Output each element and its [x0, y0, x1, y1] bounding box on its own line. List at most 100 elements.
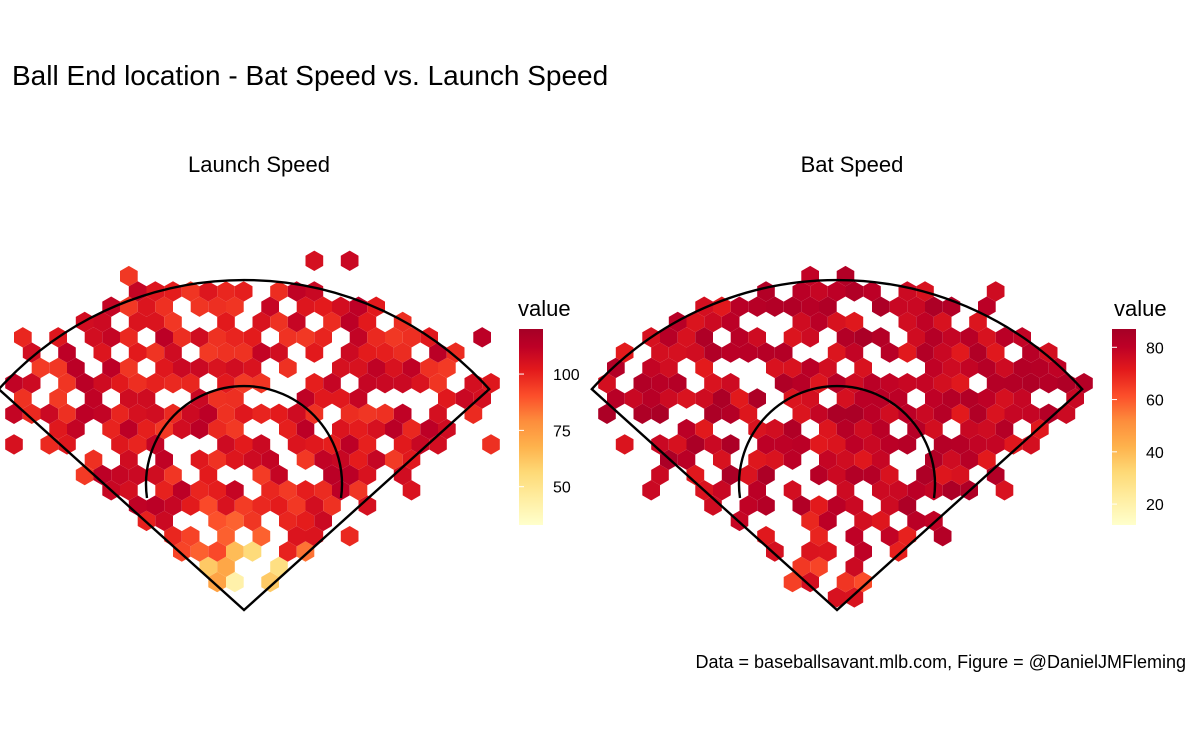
chart-title: Ball End location - Bat Speed vs. Launch…: [12, 60, 609, 91]
hex-bin: [721, 373, 740, 394]
outfield-boundary: [590, 278, 1084, 612]
hex-bin: [367, 449, 385, 470]
hex-bin: [181, 281, 200, 302]
hex-bin: [252, 342, 271, 363]
hex-bin: [208, 510, 226, 532]
hex-bin: [933, 434, 952, 455]
hex-bin: [615, 434, 634, 455]
hex-bin: [323, 464, 341, 486]
hex-bin: [217, 311, 235, 333]
hex-bin: [287, 311, 306, 333]
hex-bin: [951, 342, 970, 363]
hex-bin: [411, 373, 430, 394]
hex-bin: [686, 434, 705, 455]
colorbar-tick-label: 100: [553, 367, 580, 384]
hex-bin: [376, 342, 394, 363]
hex-bin: [942, 388, 961, 409]
hex-bin: [164, 373, 182, 394]
hex-bin: [393, 342, 412, 363]
hex-bin: [146, 464, 165, 486]
outfield-boundary: [0, 278, 491, 612]
hex-bin: [190, 418, 209, 440]
hex-bin: [349, 357, 368, 379]
hex-bin: [217, 434, 235, 455]
hex-bin: [199, 403, 218, 424]
hex-bin: [916, 464, 934, 486]
hex-bin: [482, 434, 500, 455]
panel-title-launch-speed: Launch Speed: [188, 152, 330, 177]
hex-bin: [296, 418, 315, 440]
hex-bin: [880, 373, 899, 394]
hex-bin: [951, 434, 970, 455]
hex-bin: [607, 388, 625, 409]
hex-bin: [845, 587, 864, 608]
hex-bin: [942, 449, 961, 470]
hex-bin: [995, 418, 1014, 440]
hex-bin: [120, 480, 138, 501]
colorbar-tick-label: 20: [1146, 497, 1164, 514]
hex-bin: [907, 296, 925, 317]
hex-bin: [792, 495, 811, 516]
hex-bin: [111, 434, 129, 455]
colorbar-ticks-bat-speed: 20 40 60 80: [1112, 340, 1164, 514]
hex-bin: [642, 388, 660, 409]
field-outline-bat-speed: [590, 278, 1084, 612]
hex-layer-launch-speed: [5, 250, 500, 593]
hex-bin: [880, 526, 899, 547]
hex-bin: [173, 327, 191, 348]
hex-bin: [217, 281, 235, 302]
hex-bin: [22, 373, 41, 394]
hex-bin: [243, 541, 262, 562]
infield-arc: [737, 384, 937, 499]
hex-bin: [713, 480, 731, 501]
hex-bin: [234, 342, 253, 363]
hex-bin: [261, 480, 279, 501]
colorbar-bat-speed: [1112, 329, 1136, 525]
hex-bin: [660, 327, 678, 348]
hex-bin: [111, 373, 129, 394]
hex-bin: [880, 495, 899, 516]
hex-bin: [686, 464, 705, 486]
hex-bin: [872, 510, 890, 532]
source-caption: Data = baseballsavant.mlb.com, Figure = …: [695, 652, 1186, 672]
hex-bin: [332, 357, 350, 379]
hex-bin: [181, 373, 200, 394]
hex-bin: [226, 510, 244, 532]
hex-bin: [730, 327, 749, 348]
legend-title-bat-speed: value: [1114, 296, 1167, 321]
hex-bin: [925, 327, 943, 348]
hex-bin: [128, 464, 147, 486]
hex-bin: [128, 311, 147, 333]
hex-bin: [933, 342, 952, 363]
hex-bin: [757, 434, 775, 455]
hex-bin: [933, 526, 952, 547]
hex-bin: [827, 311, 846, 333]
hex-bin: [739, 342, 758, 363]
hex-bin: [995, 327, 1014, 348]
hex-bin: [261, 449, 279, 470]
hex-bin: [677, 449, 696, 470]
hex-bin: [279, 418, 297, 440]
hex-bin: [960, 357, 978, 379]
hex-bin: [898, 434, 917, 455]
hex-bin: [84, 449, 103, 470]
hex-bin: [704, 373, 722, 394]
hex-bin: [854, 541, 872, 562]
hex-bin: [651, 373, 669, 394]
hex-bin: [978, 449, 996, 470]
hex-bin: [385, 327, 403, 348]
hex-bin: [845, 281, 864, 302]
hex-bin: [827, 587, 846, 608]
hex-bin: [898, 311, 917, 333]
hex-bin: [960, 327, 978, 348]
hex-bin: [898, 342, 917, 363]
hex-bin: [704, 342, 722, 363]
hex-bin: [155, 510, 173, 532]
hex-bin: [783, 296, 802, 317]
hex-bin: [933, 464, 952, 486]
hex-bin: [695, 357, 713, 379]
hex-bin: [889, 541, 908, 562]
hex-bin: [774, 342, 793, 363]
hex-bin: [155, 327, 173, 348]
hex-bin: [827, 373, 846, 394]
